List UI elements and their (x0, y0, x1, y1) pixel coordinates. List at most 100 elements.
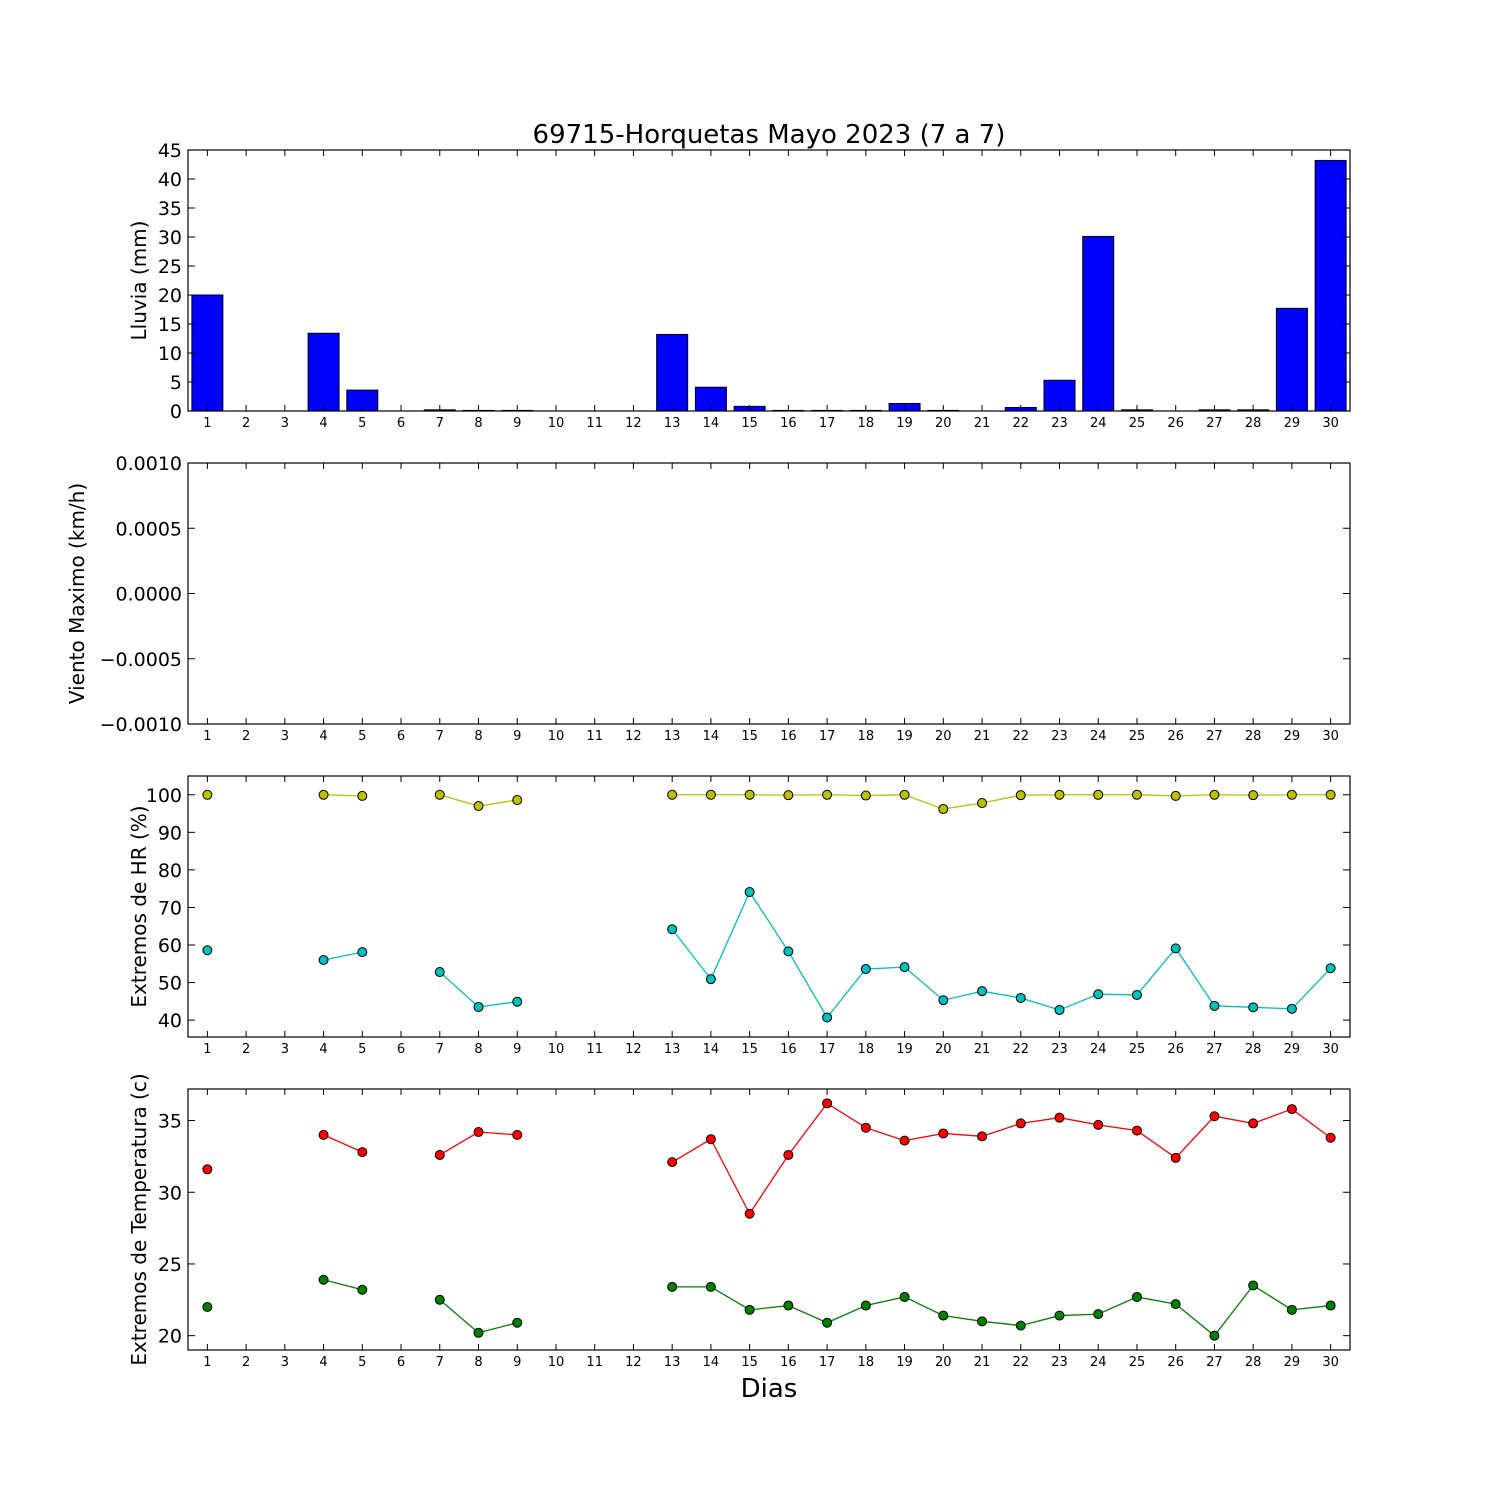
x-tick-label: 16 (780, 1042, 797, 1057)
data-point (744, 1208, 755, 1219)
data-point (202, 1164, 213, 1175)
x-tick-label: 23 (1051, 729, 1068, 744)
series-temp-1 (202, 1274, 1336, 1341)
data-point (1248, 1118, 1259, 1129)
y-tick-label: 30 (158, 1182, 182, 1204)
x-tick-label: 19 (896, 1042, 913, 1057)
data-point (822, 1098, 833, 1109)
x-tick-label: 29 (1284, 1355, 1301, 1370)
data-point (899, 1291, 910, 1302)
y-axis-label: Extremos de Temperatura (c) (127, 1073, 151, 1365)
x-tick-label: 26 (1167, 729, 1184, 744)
x-tick-label: 22 (1012, 416, 1029, 431)
y-tick-label: 20 (158, 285, 182, 307)
plot-frame (187, 149, 1351, 412)
x-tick-label: 17 (819, 416, 836, 431)
chart-title: 69715-Horquetas Mayo 2023 (7 a 7) (533, 120, 1006, 150)
x-tick-label: 10 (548, 729, 565, 744)
y-tick-label: 25 (158, 256, 182, 278)
x-tick-label: 14 (703, 729, 720, 744)
x-tick-label: 2 (242, 1042, 250, 1057)
data-point (1170, 1299, 1181, 1310)
data-point (1209, 1000, 1220, 1011)
x-tick-label: 1 (203, 416, 211, 431)
data-point (705, 1281, 716, 1292)
data-point (1248, 1280, 1259, 1291)
data-point (1015, 1320, 1026, 1331)
data-point (434, 1294, 445, 1305)
x-tick-label: 11 (586, 416, 603, 431)
data-point (1286, 1104, 1297, 1115)
x-tick-label: 28 (1245, 729, 1262, 744)
x-tick-label: 18 (858, 729, 875, 744)
y-tick-label: 0.0010 (116, 453, 182, 475)
rain-bar (1314, 159, 1347, 412)
x-tick-label: 26 (1167, 416, 1184, 431)
data-point (1248, 1002, 1259, 1013)
x-tick-label: 15 (741, 1042, 758, 1057)
x-tick-label: 15 (741, 1355, 758, 1370)
data-point (705, 789, 716, 800)
data-point (1325, 963, 1336, 974)
data-point (744, 887, 755, 898)
x-tick-label: 22 (1012, 1355, 1029, 1370)
x-tick-label: 27 (1206, 1355, 1223, 1370)
y-tick-label: 35 (158, 198, 182, 220)
x-axis-label: Dias (741, 1374, 798, 1404)
data-point (1054, 1004, 1065, 1015)
x-tick-label: 2 (242, 416, 250, 431)
x-tick-label: 20 (935, 729, 952, 744)
plot-frame (187, 462, 1351, 725)
x-tick-label: 25 (1129, 416, 1146, 431)
x-tick-label: 4 (319, 416, 327, 431)
x-tick-label: 5 (358, 729, 366, 744)
x-tick-label: 21 (974, 1042, 991, 1057)
data-point (977, 798, 988, 809)
series-line (671, 1102, 1332, 1216)
x-tick-label: 21 (974, 729, 991, 744)
y-tick-label: 90 (158, 822, 182, 844)
data-point (1054, 1112, 1065, 1123)
x-tick-label: 5 (358, 416, 366, 431)
series-line (672, 1284, 1331, 1337)
x-tick-label: 5 (358, 1042, 366, 1057)
x-tick-label: 16 (780, 729, 797, 744)
x-tick-label: 27 (1206, 416, 1223, 431)
x-tick-label: 14 (703, 416, 720, 431)
data-point (1170, 790, 1181, 801)
data-point (202, 945, 213, 956)
data-point (1170, 943, 1181, 954)
x-tick-label: 1 (203, 729, 211, 744)
data-point (744, 1304, 755, 1315)
x-tick-label: 15 (741, 416, 758, 431)
x-tick-label: 3 (281, 1042, 289, 1057)
y-axis-label: Viento Maximo (km/h) (65, 483, 89, 704)
data-point (318, 789, 329, 800)
data-point (744, 789, 755, 800)
y-tick-label: 5 (170, 372, 182, 394)
data-point (938, 804, 949, 815)
rain-bar (656, 333, 689, 412)
x-tick-label: 4 (319, 1042, 327, 1057)
series-hr-0 (202, 789, 1336, 815)
data-point (357, 947, 368, 958)
x-tick-label: 1 (203, 1042, 211, 1057)
data-point (1131, 1125, 1142, 1136)
x-tick-label: 7 (436, 729, 444, 744)
data-point (1054, 1310, 1065, 1321)
x-tick-label: 21 (974, 1355, 991, 1370)
x-tick-label: 27 (1206, 1042, 1223, 1057)
data-point (434, 1149, 445, 1160)
x-tick-label: 7 (436, 1355, 444, 1370)
x-tick-label: 4 (319, 729, 327, 744)
x-tick-label: 26 (1167, 1042, 1184, 1057)
y-tick-label: 100 (146, 785, 182, 807)
data-point (318, 955, 329, 966)
data-point (473, 1001, 484, 1012)
data-point (318, 1129, 329, 1140)
x-tick-label: 3 (281, 416, 289, 431)
y-tick-label: 80 (158, 860, 182, 882)
x-tick-label: 18 (858, 1355, 875, 1370)
x-tick-label: 11 (586, 1042, 603, 1057)
